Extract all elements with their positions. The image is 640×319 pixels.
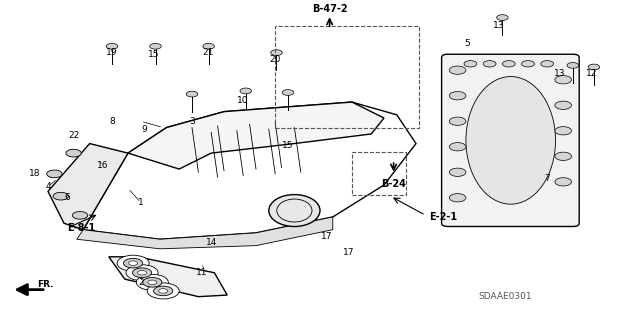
Text: SDAAE0301: SDAAE0301 — [479, 292, 532, 301]
Polygon shape — [109, 257, 227, 297]
Circle shape — [154, 286, 173, 296]
Text: 16: 16 — [97, 161, 108, 170]
Circle shape — [555, 178, 572, 186]
Text: 1: 1 — [138, 198, 143, 207]
Text: 10: 10 — [237, 96, 249, 105]
Circle shape — [541, 61, 554, 67]
Circle shape — [555, 152, 572, 160]
Text: 17: 17 — [343, 248, 355, 256]
Text: 15: 15 — [148, 50, 159, 59]
Circle shape — [186, 91, 198, 97]
Text: 17: 17 — [321, 232, 332, 241]
Ellipse shape — [269, 195, 320, 226]
Text: 4: 4 — [45, 182, 51, 191]
Circle shape — [282, 90, 294, 95]
Text: 18: 18 — [29, 169, 41, 178]
Circle shape — [555, 127, 572, 135]
Circle shape — [138, 271, 147, 275]
Circle shape — [555, 101, 572, 109]
Text: 19: 19 — [106, 48, 118, 57]
Text: 14: 14 — [205, 238, 217, 247]
Circle shape — [124, 258, 143, 268]
Text: 7: 7 — [545, 174, 550, 183]
Circle shape — [271, 50, 282, 56]
Circle shape — [117, 255, 149, 271]
Bar — [352, 152, 406, 195]
Circle shape — [483, 61, 496, 67]
Text: 3: 3 — [189, 117, 195, 126]
Circle shape — [464, 61, 477, 67]
Circle shape — [106, 43, 118, 49]
Circle shape — [72, 211, 88, 219]
Circle shape — [588, 64, 600, 70]
Circle shape — [47, 170, 62, 178]
Circle shape — [449, 117, 466, 125]
Circle shape — [148, 280, 157, 285]
Text: 15: 15 — [282, 141, 294, 150]
Text: 22: 22 — [68, 131, 79, 140]
Circle shape — [449, 92, 466, 100]
Circle shape — [449, 66, 466, 74]
Circle shape — [449, 194, 466, 202]
Text: 8: 8 — [109, 117, 115, 126]
Text: 13: 13 — [554, 69, 566, 78]
Text: B-47-2: B-47-2 — [312, 4, 348, 14]
FancyBboxPatch shape — [442, 54, 579, 226]
Polygon shape — [77, 217, 333, 249]
Circle shape — [449, 168, 466, 176]
Circle shape — [497, 15, 508, 20]
Circle shape — [522, 61, 534, 67]
Circle shape — [66, 149, 81, 157]
Circle shape — [132, 268, 152, 278]
Text: 13: 13 — [493, 21, 505, 30]
Circle shape — [159, 289, 168, 293]
Text: B-24: B-24 — [381, 179, 406, 189]
Bar — [275, 26, 419, 128]
Circle shape — [567, 63, 579, 68]
Circle shape — [240, 88, 252, 94]
Text: 5: 5 — [465, 39, 470, 48]
Text: 20: 20 — [269, 55, 281, 63]
Circle shape — [502, 61, 515, 67]
Text: 11: 11 — [196, 268, 207, 277]
Circle shape — [126, 265, 158, 281]
Text: E-2-1: E-2-1 — [429, 212, 457, 222]
Text: 6: 6 — [65, 193, 70, 202]
Circle shape — [147, 283, 179, 299]
Text: E-8-1: E-8-1 — [67, 223, 95, 233]
Polygon shape — [48, 144, 128, 230]
Circle shape — [129, 261, 138, 265]
Circle shape — [203, 43, 214, 49]
Text: 2: 2 — [138, 278, 143, 287]
Circle shape — [555, 76, 572, 84]
Polygon shape — [128, 102, 384, 169]
Text: 21: 21 — [202, 48, 214, 57]
Circle shape — [53, 192, 68, 200]
Text: 12: 12 — [586, 69, 598, 78]
Text: FR.: FR. — [37, 280, 54, 289]
Circle shape — [449, 143, 466, 151]
Circle shape — [150, 43, 161, 49]
Ellipse shape — [466, 77, 556, 204]
Circle shape — [136, 274, 168, 290]
Text: 9: 9 — [141, 125, 147, 134]
Circle shape — [143, 278, 162, 287]
